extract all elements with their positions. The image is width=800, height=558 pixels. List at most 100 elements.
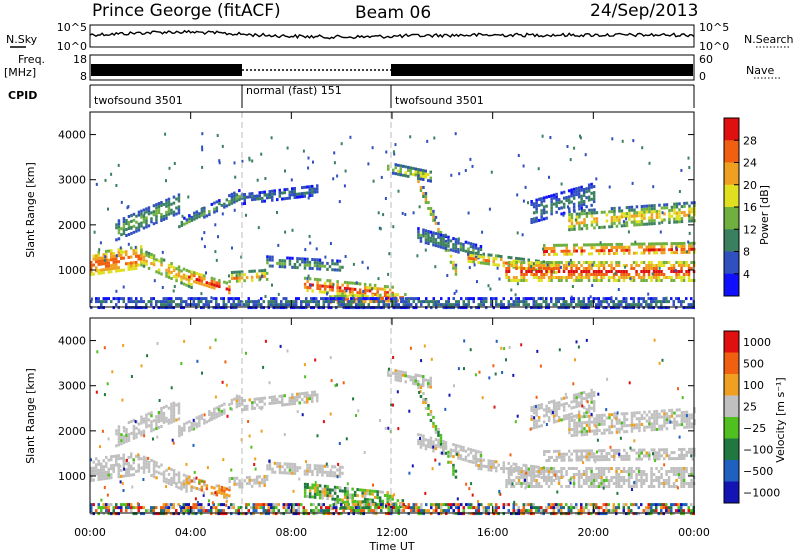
echo-cell [326, 262, 329, 265]
echo-cell [578, 395, 581, 398]
echo-cell [573, 428, 576, 431]
echo-cell [663, 212, 666, 215]
echo-cell [581, 427, 584, 430]
echo-cell [520, 476, 523, 479]
echo-cell [656, 451, 659, 454]
echo-speckle [341, 142, 343, 145]
echo-cell [128, 227, 131, 230]
echo-cell [304, 277, 307, 280]
echo-cell [588, 187, 591, 190]
echo-cell [598, 270, 601, 273]
echo-cell [309, 277, 312, 280]
echo-cell [576, 222, 579, 225]
echo-cell [646, 246, 649, 249]
echo-cell [369, 283, 372, 286]
echo-speckle [278, 293, 280, 296]
echo-cell [655, 297, 658, 300]
echo-cell [623, 458, 626, 461]
echo-cell [165, 272, 168, 275]
echo-cell [623, 279, 626, 282]
echo-cell [379, 496, 382, 499]
echo-cell [560, 418, 563, 421]
echo-cell [568, 419, 571, 422]
echo-cell [550, 297, 553, 300]
echo-cell [150, 459, 153, 462]
echo-cell [453, 303, 456, 306]
echo-cell [462, 449, 465, 452]
echo-cell [291, 472, 294, 475]
echo-cell [643, 473, 646, 476]
echo-cell [201, 414, 204, 417]
echo-cell [158, 259, 161, 262]
echo-cell [208, 303, 211, 306]
echo-cell [593, 420, 596, 423]
echo-cell [442, 234, 445, 237]
echo-cell [576, 428, 579, 431]
echo-cell [374, 284, 377, 287]
echo-cell [603, 455, 606, 458]
echo-cell [150, 429, 153, 432]
echo-cell [183, 277, 186, 280]
echo-cell [437, 434, 440, 437]
echo-cell [638, 243, 641, 246]
echo-cell [485, 262, 488, 265]
echo-cell [442, 243, 445, 246]
echo-cell [440, 440, 443, 443]
echo-cell [658, 485, 661, 488]
echo-cell [603, 276, 606, 279]
echo-cell [488, 259, 491, 262]
echo-cell [596, 220, 599, 223]
echo-cell [626, 221, 629, 224]
echo-speckle [217, 134, 219, 137]
echo-cell [555, 300, 558, 303]
echo-cell [643, 252, 646, 255]
echo-cell [253, 479, 256, 482]
echo-cell [548, 279, 551, 282]
echo-speckle [530, 265, 532, 268]
echo-cell [550, 270, 553, 273]
echo-cell [588, 421, 591, 424]
echo-cell [452, 267, 455, 270]
echo-cell [93, 255, 96, 258]
echo-cell [580, 186, 583, 189]
echo-cell [100, 472, 103, 475]
echo-cell [465, 303, 468, 306]
echo-cell [666, 427, 669, 430]
echo-cell [310, 300, 313, 303]
echo-cell [630, 485, 633, 488]
echo-cell [651, 413, 654, 416]
echo-cell [407, 166, 410, 169]
echo-cell [598, 470, 601, 473]
echo-cell [586, 215, 589, 218]
echo-cell [371, 490, 374, 493]
echo-cell [636, 452, 639, 455]
echo-cell [656, 216, 659, 219]
echo-cell [316, 467, 319, 470]
echo-cell [653, 210, 656, 213]
echo-cell [135, 255, 138, 258]
echo-cell [425, 438, 428, 441]
echo-speckle [345, 255, 347, 258]
echo-cell [603, 300, 606, 303]
echo-cell [203, 509, 206, 512]
echo-cell [676, 415, 679, 418]
echo-speckle [98, 248, 100, 251]
echo-speckle [234, 161, 236, 164]
echo-cell [535, 273, 538, 276]
echo-cell [691, 210, 694, 213]
echo-cell [196, 278, 199, 281]
echo-cell [588, 455, 591, 458]
echo-cell [115, 503, 118, 506]
echo-cell [633, 424, 636, 427]
echo-cell [467, 454, 470, 457]
echo-cell [308, 300, 311, 303]
echo-cell [648, 243, 651, 246]
echo-speckle [330, 242, 332, 245]
echo-cell [345, 303, 348, 306]
echo-cell [251, 279, 254, 282]
echo-cell [678, 264, 681, 267]
echo-cell [405, 171, 408, 174]
echo-cell [648, 249, 651, 252]
echo-cell [623, 212, 626, 215]
echo-cell [575, 402, 578, 405]
